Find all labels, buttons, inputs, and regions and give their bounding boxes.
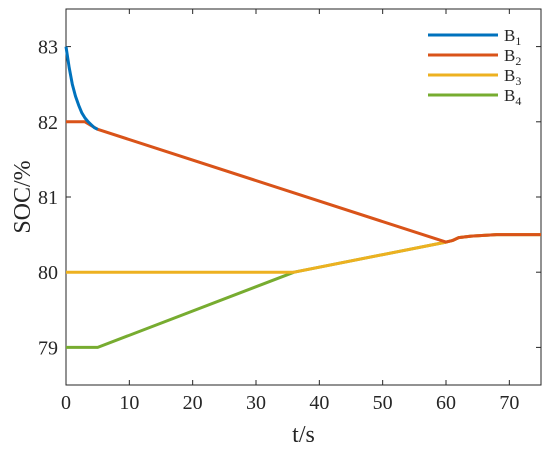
legend-label: B2 xyxy=(504,46,521,68)
legend-label: B1 xyxy=(504,26,521,48)
series-layer xyxy=(64,46,541,349)
y-tick-label: 80 xyxy=(38,262,58,284)
y-tick-label: 83 xyxy=(38,37,58,59)
series-line-b3 xyxy=(66,233,541,274)
y-tick-label: 82 xyxy=(38,112,58,134)
x-tick-label: 30 xyxy=(246,392,266,414)
legend-label: B3 xyxy=(504,66,521,88)
x-tick-label: 60 xyxy=(436,392,456,414)
x-tick-label: 20 xyxy=(183,392,203,414)
axes-layer: 0 10 20 30 40 50 60 70 79 80 81 82 83 xyxy=(38,8,542,414)
legend-label: B4 xyxy=(504,86,521,108)
x-axis-title: t/s xyxy=(292,422,315,448)
y-tick-label: 79 xyxy=(38,337,58,359)
series-line-b1 xyxy=(64,46,99,131)
y-tick-label: 81 xyxy=(38,187,58,209)
x-tick-label: 10 xyxy=(119,392,139,414)
series-line-b2 xyxy=(66,120,541,244)
series-line-b4 xyxy=(66,233,541,349)
x-tick-label: 50 xyxy=(373,392,393,414)
x-tick-label: 70 xyxy=(499,392,519,414)
y-axis-title: SOC/% xyxy=(10,160,36,233)
x-tick-label: 40 xyxy=(309,392,329,414)
x-tick-label: 0 xyxy=(61,392,71,414)
